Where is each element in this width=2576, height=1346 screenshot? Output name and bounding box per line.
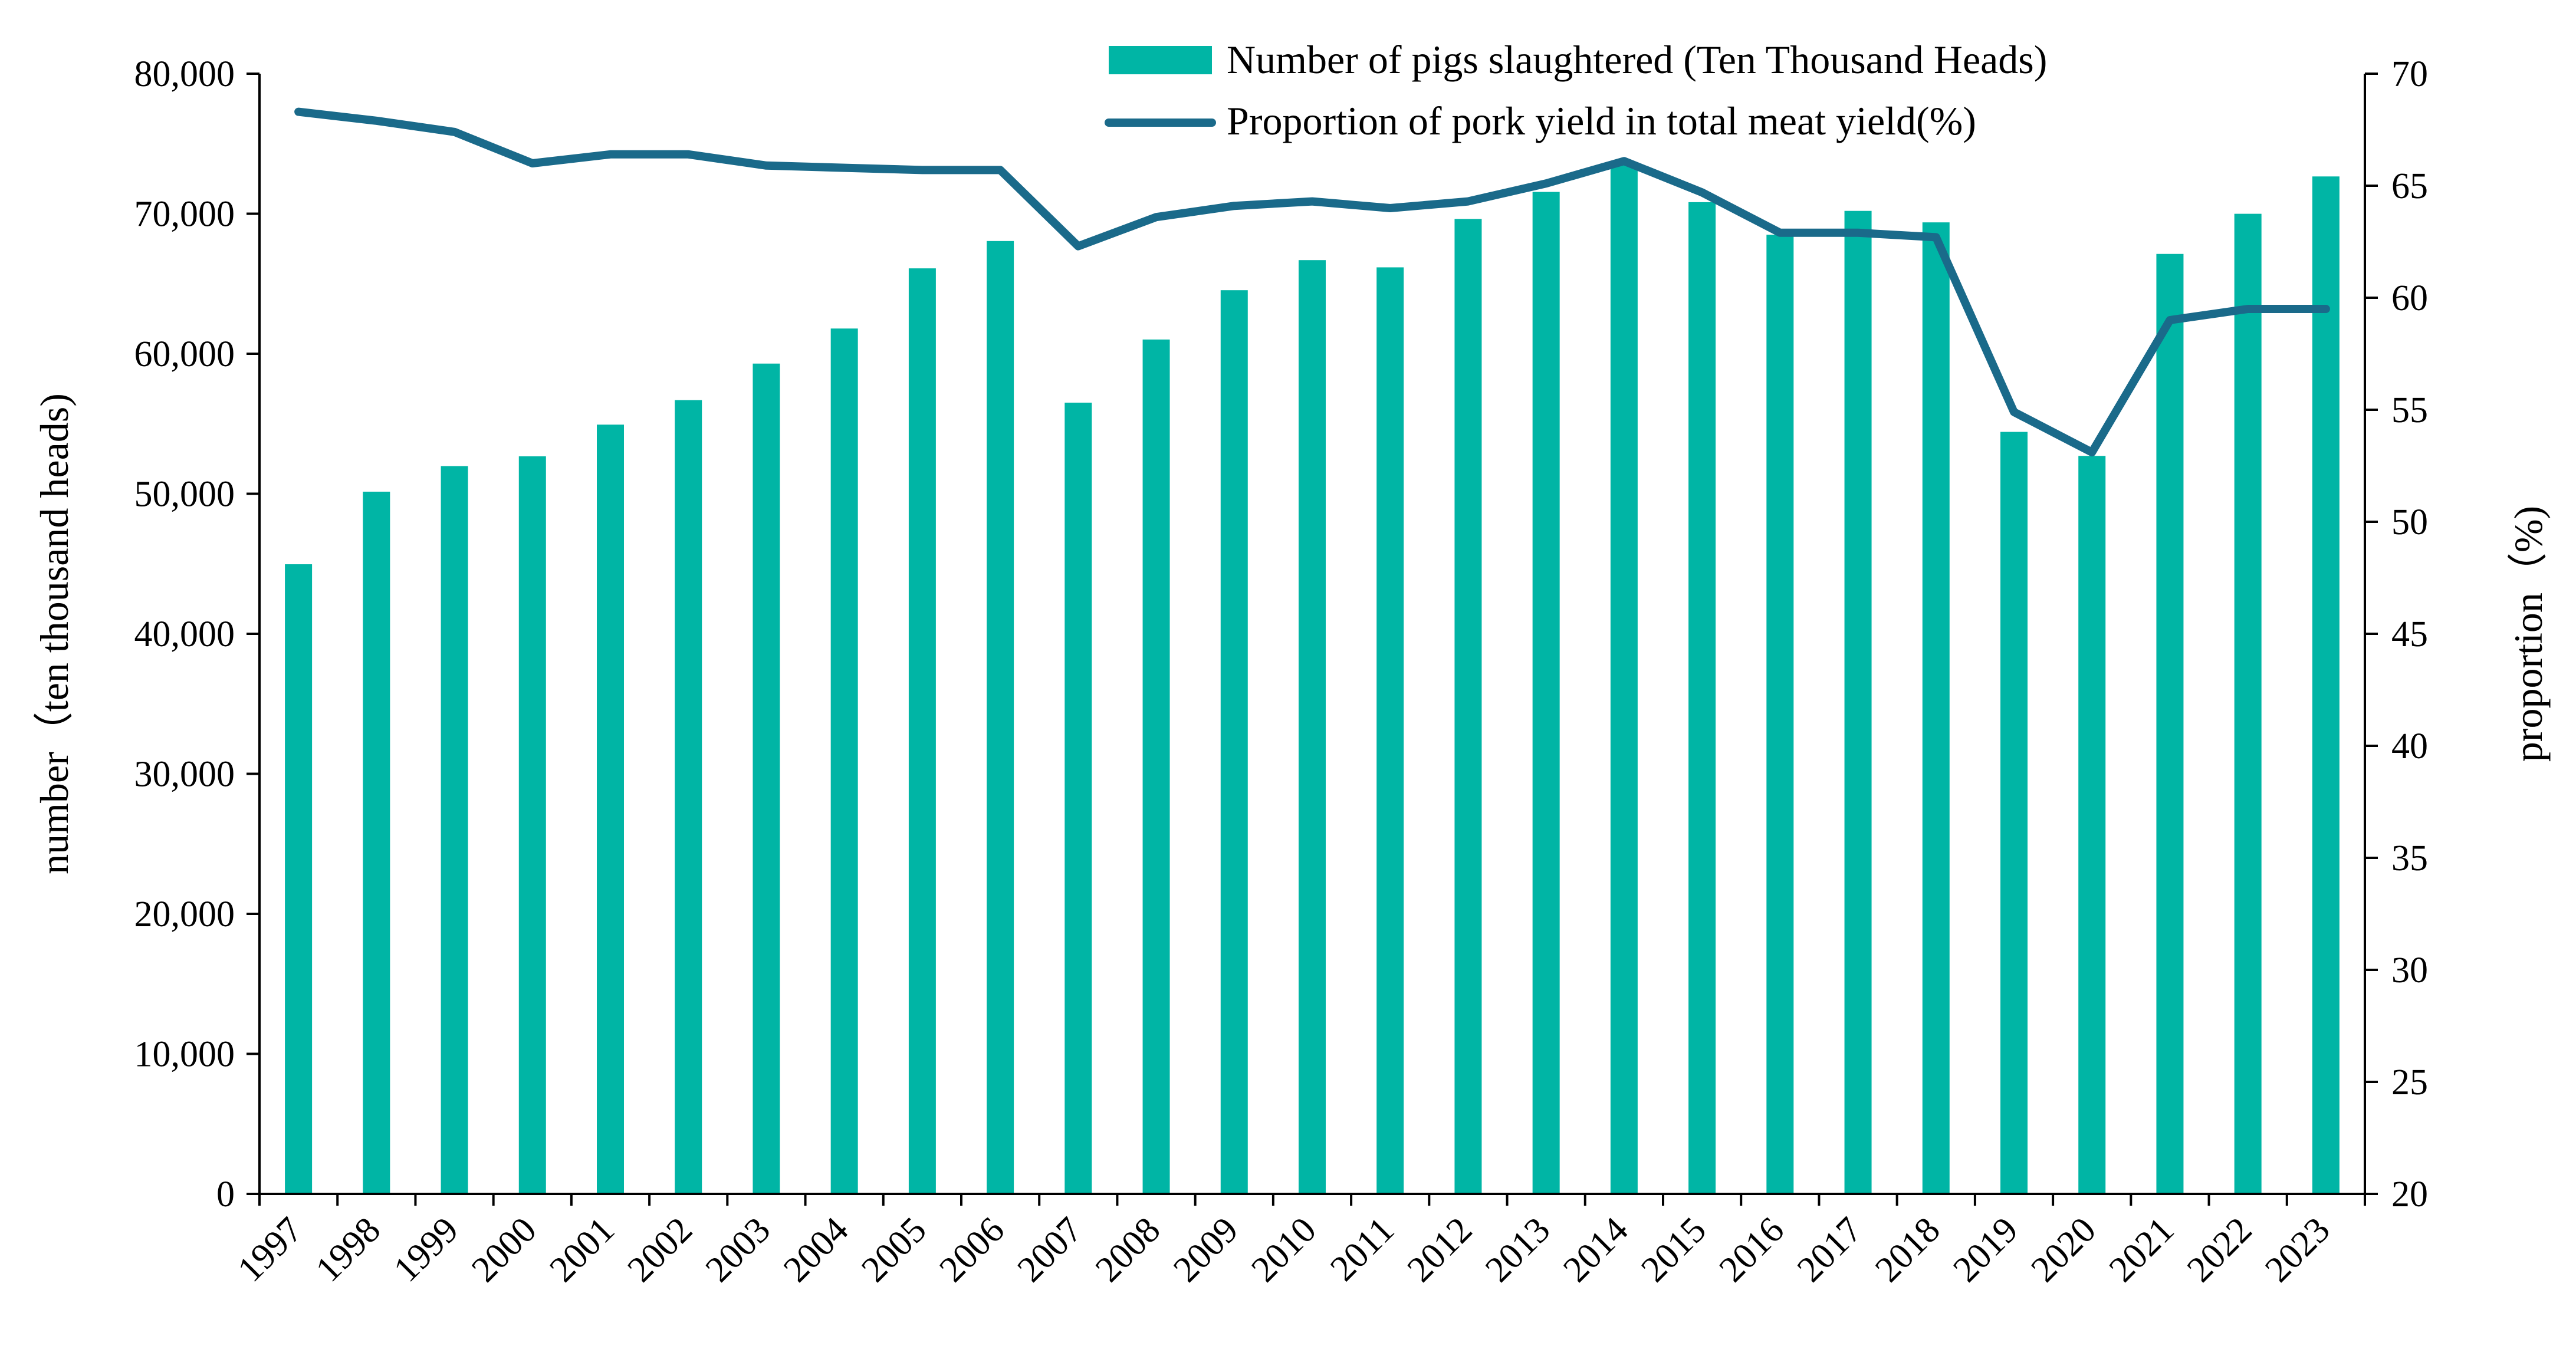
bars-layer bbox=[285, 164, 2340, 1194]
x-tick-label: 2007 bbox=[1010, 1210, 1090, 1290]
bar-2012 bbox=[1454, 219, 1482, 1194]
left-tick-label: 70,000 bbox=[134, 195, 235, 235]
bar-2018 bbox=[1922, 222, 1950, 1194]
x-tick-label: 2022 bbox=[2180, 1210, 2260, 1290]
bar-2002 bbox=[675, 400, 702, 1194]
left-tick-label: 80,000 bbox=[134, 54, 235, 94]
right-tick-label: 30 bbox=[2391, 950, 2428, 990]
legend: Number of pigs slaughtered (Ten Thousand… bbox=[1105, 37, 2047, 143]
bar-2010 bbox=[1299, 260, 1326, 1194]
bar-2020 bbox=[2078, 456, 2106, 1194]
bar-2008 bbox=[1142, 339, 1170, 1194]
x-tick-label: 2005 bbox=[854, 1210, 934, 1290]
x-tick-label: 2004 bbox=[776, 1210, 856, 1290]
left-tick-label: 50,000 bbox=[134, 475, 235, 515]
bar-2000 bbox=[518, 456, 546, 1194]
right-tick-label: 20 bbox=[2391, 1174, 2428, 1215]
bar-2014 bbox=[1610, 164, 1638, 1194]
bar-2021 bbox=[2156, 254, 2184, 1194]
x-tick-label: 2006 bbox=[932, 1210, 1012, 1290]
bar-2007 bbox=[1064, 402, 1092, 1194]
x-tick-label: 2015 bbox=[1634, 1210, 1714, 1290]
x-tick-label: 2016 bbox=[1711, 1210, 1792, 1290]
bar-1999 bbox=[441, 466, 468, 1194]
left-tick-label: 30,000 bbox=[134, 755, 235, 795]
x-tick-label: 1998 bbox=[308, 1210, 388, 1290]
x-tick-label: 2012 bbox=[1400, 1210, 1480, 1290]
left-tick-label: 40,000 bbox=[134, 614, 235, 654]
bar-2022 bbox=[2234, 213, 2262, 1194]
right-tick-label: 50 bbox=[2391, 502, 2428, 542]
x-tick-label: 2023 bbox=[2258, 1210, 2338, 1290]
bar-2011 bbox=[1376, 267, 1404, 1194]
bar-2013 bbox=[1532, 192, 1560, 1194]
right-tick-label: 60 bbox=[2391, 278, 2428, 318]
bar-1997 bbox=[285, 564, 313, 1194]
x-tick-label: 2003 bbox=[698, 1210, 778, 1290]
x-tick-label: 2000 bbox=[464, 1210, 544, 1290]
legend-bar-swatch bbox=[1109, 46, 1212, 74]
left-tick-label: 0 bbox=[216, 1174, 235, 1215]
line-layer bbox=[294, 107, 2330, 457]
bar-2023 bbox=[2312, 176, 2340, 1194]
x-tick-label: 1997 bbox=[230, 1210, 310, 1290]
x-tick-label: 2013 bbox=[1478, 1210, 1558, 1290]
x-tick-label: 2011 bbox=[1323, 1210, 1402, 1289]
bar-2004 bbox=[830, 328, 858, 1194]
left-axis-title: number（ten thousand heads) bbox=[32, 393, 77, 874]
right-tick-label: 35 bbox=[2391, 838, 2428, 878]
right-tick-label: 45 bbox=[2391, 614, 2428, 654]
bar-2005 bbox=[908, 268, 936, 1194]
proportion-line bbox=[294, 107, 2330, 457]
right-axis-title: proportion（%) bbox=[2506, 506, 2551, 762]
left-tick-label: 20,000 bbox=[134, 894, 235, 934]
x-tick-label: 2010 bbox=[1244, 1210, 1324, 1290]
bar-2003 bbox=[753, 363, 780, 1194]
x-tick-label: 2009 bbox=[1166, 1210, 1246, 1290]
left-tick-label: 10,000 bbox=[134, 1035, 235, 1075]
bar-2015 bbox=[1688, 202, 1716, 1194]
x-tick-label: 2017 bbox=[1790, 1210, 1870, 1290]
bar-2006 bbox=[987, 241, 1014, 1194]
bar-2017 bbox=[1844, 210, 1872, 1194]
bar-2009 bbox=[1220, 290, 1248, 1194]
bar-1998 bbox=[363, 491, 390, 1194]
x-tick-label: 2001 bbox=[542, 1210, 622, 1290]
x-tick-label: 2008 bbox=[1088, 1210, 1168, 1290]
legend-bar-label: Number of pigs slaughtered (Ten Thousand… bbox=[1227, 37, 2047, 82]
bar-2019 bbox=[2000, 432, 2028, 1194]
right-tick-label: 65 bbox=[2391, 166, 2428, 206]
x-tick-label: 2021 bbox=[2102, 1210, 2182, 1290]
right-tick-label: 55 bbox=[2391, 390, 2428, 430]
right-tick-label: 25 bbox=[2391, 1062, 2428, 1103]
x-tick-label: 2014 bbox=[1556, 1210, 1636, 1290]
bar-2016 bbox=[1766, 235, 1794, 1194]
x-tick-label: 2020 bbox=[2023, 1210, 2104, 1290]
x-tick-label: 2019 bbox=[1946, 1210, 2026, 1290]
right-tick-label: 70 bbox=[2391, 54, 2428, 94]
x-tick-label: 2002 bbox=[620, 1210, 700, 1290]
legend-line-label: Proportion of pork yield in total meat y… bbox=[1227, 98, 1976, 143]
x-tick-label: 1999 bbox=[386, 1210, 466, 1290]
left-tick-label: 60,000 bbox=[134, 334, 235, 374]
x-tick-label: 2018 bbox=[1868, 1210, 1948, 1290]
right-tick-label: 40 bbox=[2391, 726, 2428, 766]
bar-2001 bbox=[597, 424, 624, 1194]
